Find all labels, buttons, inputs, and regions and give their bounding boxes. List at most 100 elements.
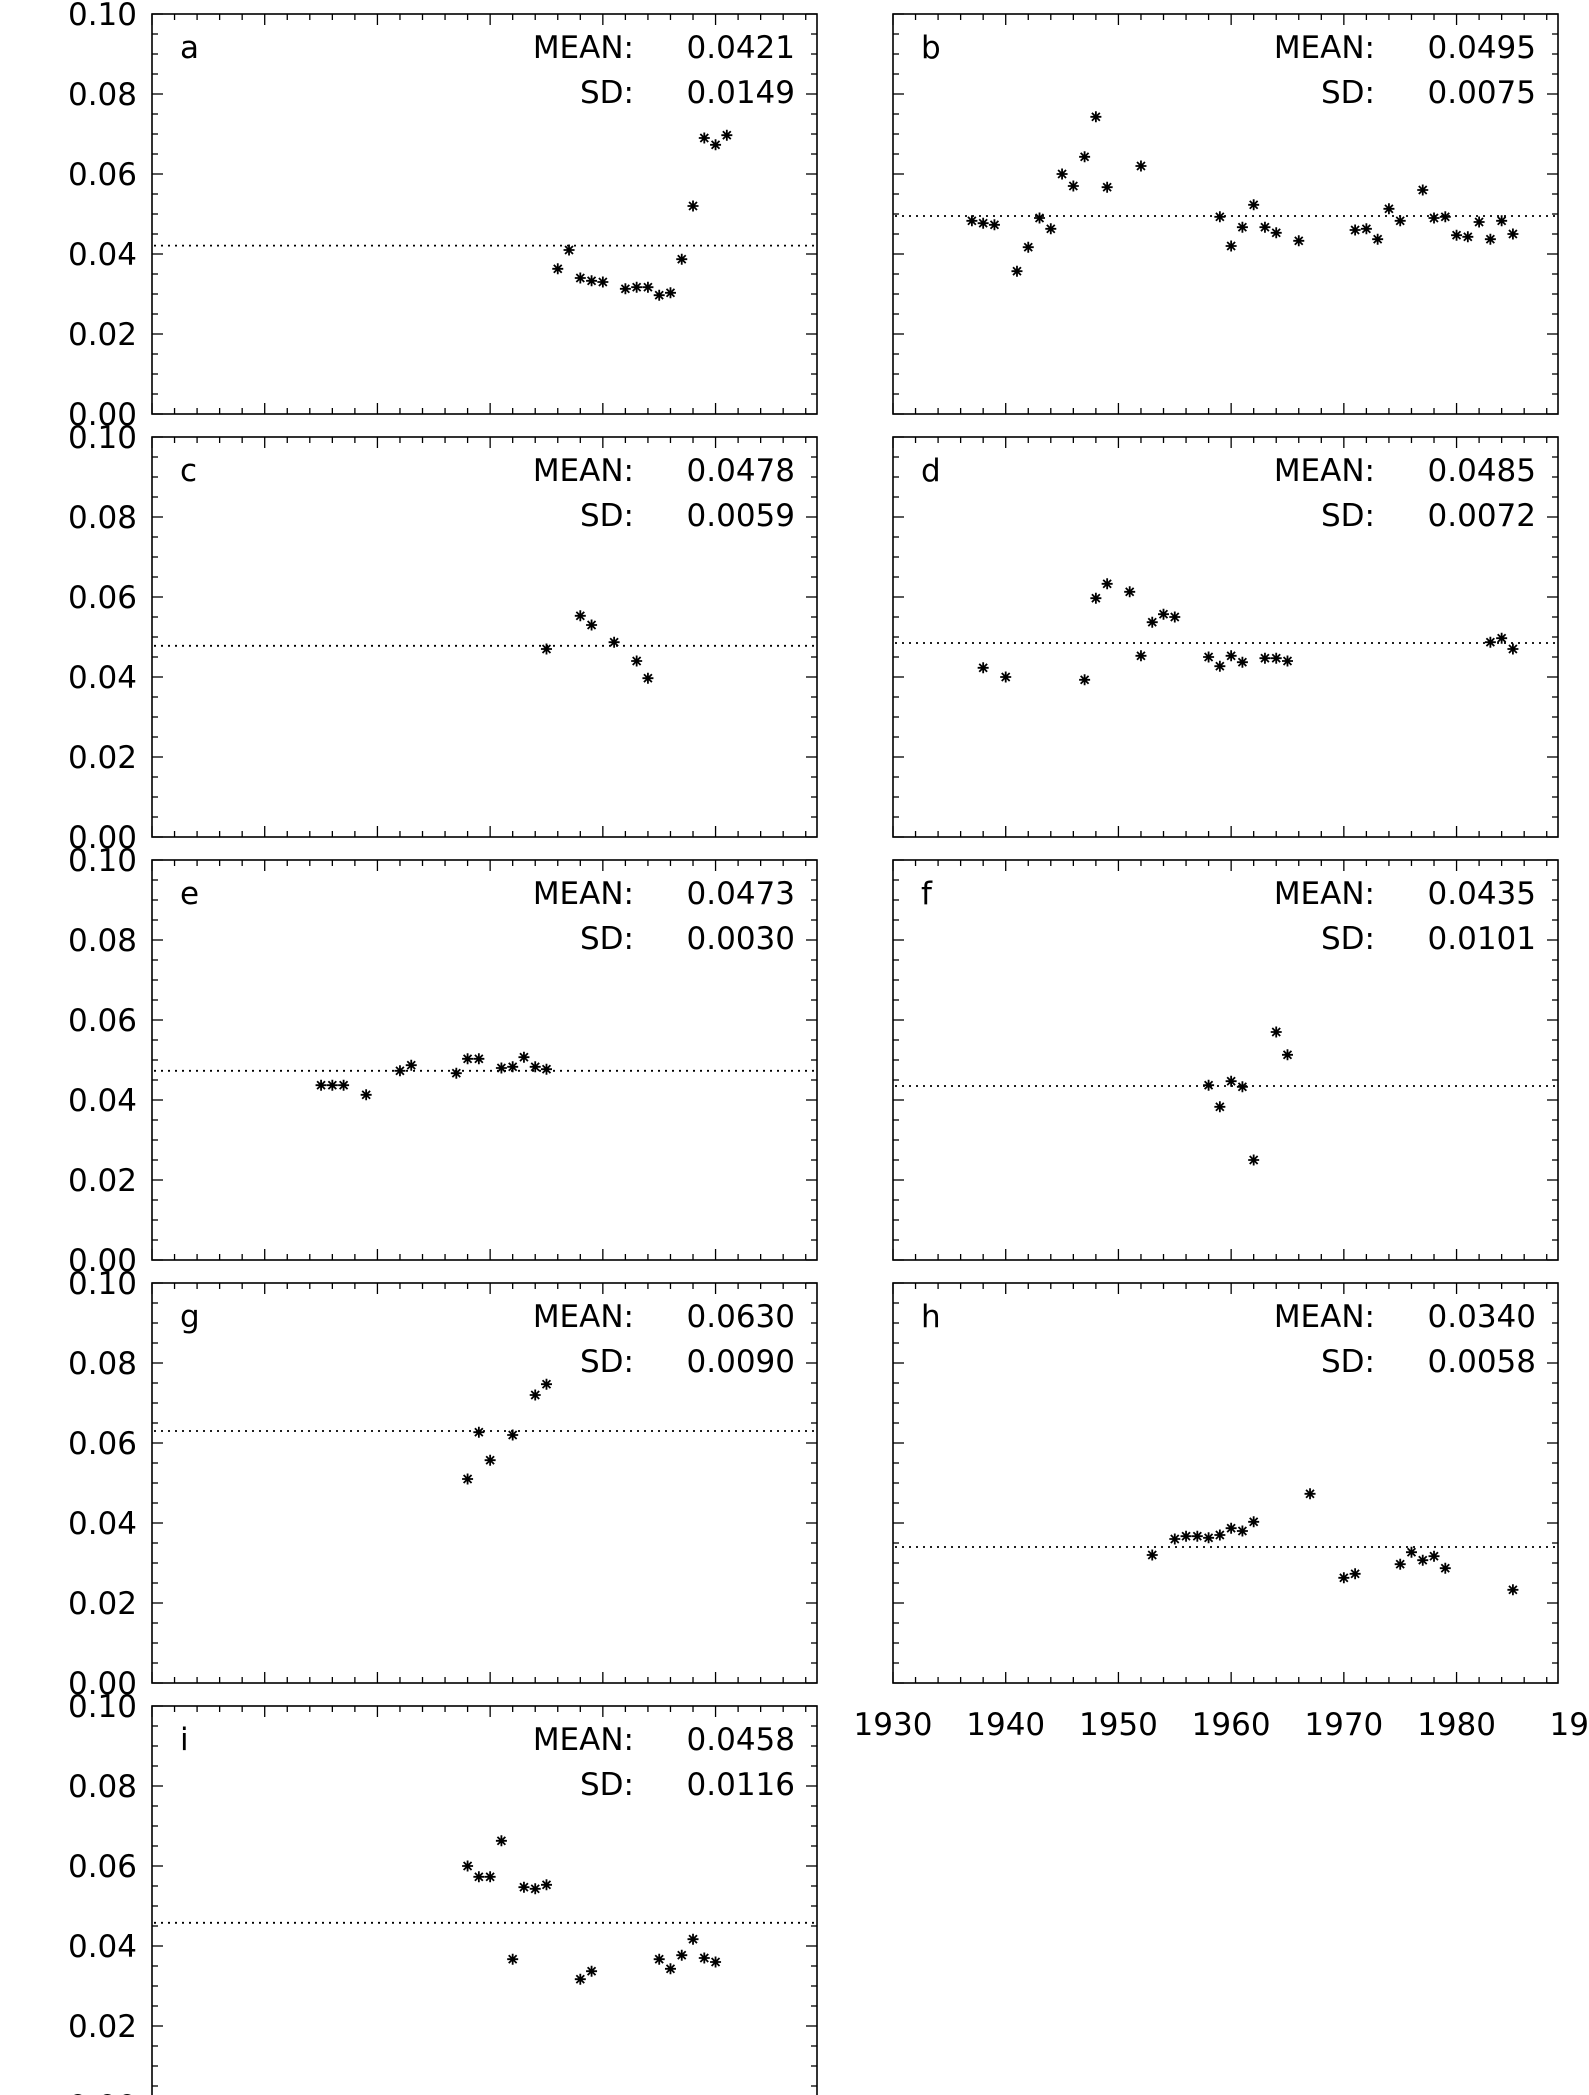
panel-a: 0.10 0.08 0.06 0.04 0.02 0.00 a MEAN: 0.0421 SD: 0…	[68, 0, 818, 433]
data-point	[1281, 655, 1293, 667]
panel-e: 0.10 0.08 0.06 0.04 0.02 0.00 e MEAN: 0.0473 SD: 0…	[68, 843, 818, 1279]
data-point	[1439, 1562, 1451, 1574]
y-tick-label: 0.10	[68, 0, 137, 33]
data-point	[1135, 650, 1147, 662]
data-point	[529, 1061, 541, 1073]
panel-frame	[151, 859, 818, 1261]
data-point	[1214, 660, 1226, 672]
data-point	[473, 1053, 485, 1065]
y-tick-label: 0.08	[68, 923, 137, 959]
data-point	[1293, 235, 1305, 247]
data-point	[518, 1881, 530, 1893]
data-point	[495, 1062, 507, 1074]
data-point	[574, 610, 586, 622]
panel-i: 0.10 0.08 0.06 0.04 0.02 0.00 i MEAN: 0.0458 SD: 0…	[68, 1689, 818, 2095]
data-point	[1259, 652, 1271, 664]
data-point	[507, 1953, 519, 1965]
data-point	[1484, 233, 1496, 245]
data-point	[988, 219, 1000, 231]
y-tick-label: 0.10	[68, 420, 137, 456]
mean-label: MEAN:	[533, 453, 634, 489]
data-point	[1428, 1550, 1440, 1562]
data-point	[1405, 1546, 1417, 1558]
data-point	[1451, 229, 1463, 241]
data-point	[631, 281, 643, 293]
mean-value: 0.0421	[687, 30, 795, 66]
data-point	[462, 1860, 474, 1872]
panel-label: f	[921, 876, 933, 912]
y-tick-label: 0.08	[68, 77, 137, 113]
data-point	[1022, 241, 1034, 253]
data-point	[1507, 1584, 1519, 1596]
panel-label: c	[180, 453, 197, 489]
data-point	[484, 1454, 496, 1466]
data-point	[507, 1429, 519, 1441]
data-point	[698, 1952, 710, 1964]
data-point	[1090, 111, 1102, 123]
data-point	[1011, 265, 1023, 277]
data-point	[1056, 168, 1068, 180]
y-tick-label: 0.00	[68, 2089, 137, 2095]
mean-label: MEAN:	[533, 1722, 634, 1758]
mean-value: 0.0478	[687, 453, 795, 489]
panel-label: e	[180, 876, 199, 912]
data-point	[473, 1426, 485, 1438]
y-tick-label: 0.04	[68, 1083, 137, 1119]
data-point	[1203, 1079, 1215, 1091]
data-point	[1169, 611, 1181, 623]
x-tick-label: 1980	[1417, 1707, 1496, 1743]
data-point	[977, 662, 989, 674]
y-tick-label: 0.02	[68, 1586, 137, 1622]
data-point	[529, 1389, 541, 1401]
data-point	[1225, 650, 1237, 662]
panel-label: d	[921, 453, 941, 489]
data-point	[518, 1051, 530, 1063]
panel-g: 0.10 0.08 0.06 0.04 0.02 0.00 g MEAN: 0.0630 SD: 0…	[68, 1266, 818, 1702]
data-point	[1248, 199, 1260, 211]
data-point	[1101, 181, 1113, 193]
data-point	[1169, 1533, 1181, 1545]
sd-label: SD:	[1321, 1344, 1375, 1380]
panel-frame	[892, 436, 1559, 838]
data-point	[1507, 643, 1519, 655]
y-tick-label: 0.02	[68, 2009, 137, 2045]
data-point	[473, 1871, 485, 1883]
data-point	[642, 672, 654, 684]
sd-label: SD:	[580, 1344, 634, 1380]
sd-label: SD:	[580, 498, 634, 534]
data-point	[1146, 1549, 1158, 1561]
y-tick-label: 0.10	[68, 1689, 137, 1725]
mean-value: 0.0485	[1428, 453, 1536, 489]
panel-label: g	[180, 1299, 200, 1335]
panel-label: h	[921, 1299, 941, 1335]
data-point	[1507, 228, 1519, 240]
sd-value: 0.0075	[1428, 75, 1536, 111]
data-point	[1236, 656, 1248, 668]
y-tick-label: 0.06	[68, 157, 137, 193]
data-point	[1372, 233, 1384, 245]
data-point	[676, 253, 688, 265]
panel-frame	[151, 436, 818, 838]
sd-label: SD:	[580, 921, 634, 957]
data-point	[1124, 586, 1136, 598]
y-tick-label: 0.00	[68, 820, 137, 856]
panel-h: h MEAN: 0.0340 SD: 0.0058 1930 1940 1950 1960 197…	[854, 1282, 1589, 1743]
panel-label: b	[921, 30, 941, 66]
data-point	[360, 1089, 372, 1101]
data-point	[1484, 636, 1496, 648]
mean-value: 0.0473	[687, 876, 795, 912]
data-point	[664, 1963, 676, 1975]
data-point	[1270, 652, 1282, 664]
data-point	[1439, 211, 1451, 223]
y-tick-label: 0.00	[68, 1243, 137, 1279]
data-point	[1067, 180, 1079, 192]
panel-label: i	[180, 1722, 189, 1758]
data-point	[1304, 1488, 1316, 1500]
data-point	[653, 289, 665, 301]
data-point	[1360, 223, 1372, 235]
panel-frame	[892, 13, 1559, 415]
sd-value: 0.0058	[1428, 1344, 1536, 1380]
y-tick-label: 0.04	[68, 1929, 137, 1965]
data-point	[1349, 1568, 1361, 1580]
